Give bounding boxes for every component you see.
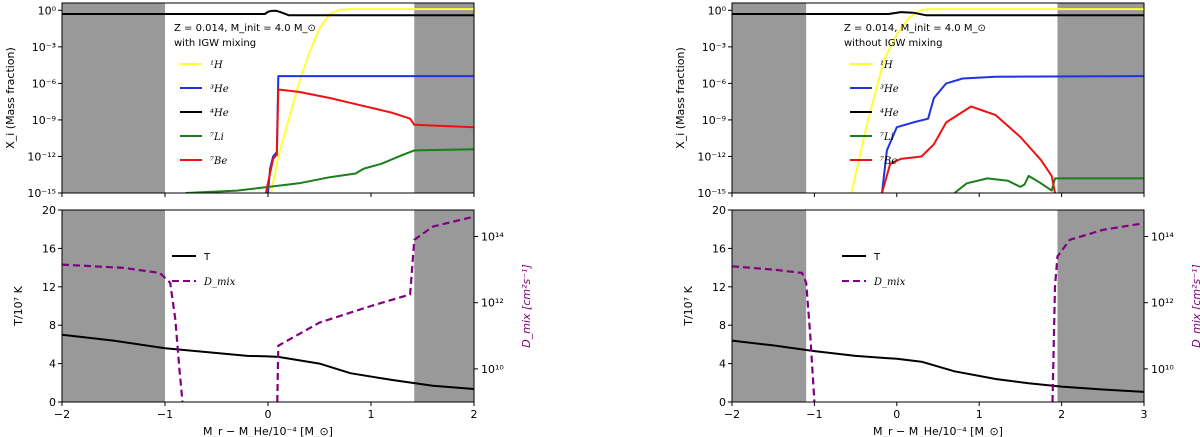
panel-left: −2 −1 0 1 2M_r − M_He/10⁻⁴ [M_⊙]10⁰10⁻³10⁻⁶1… <box>4 2 533 437</box>
y-tick-label-bottom: 0 <box>49 396 56 409</box>
y-axis-label-top: X_i (Mass fraction) <box>4 47 17 149</box>
x-axis-label: M_r − M_He/10⁻⁴ [M_⊙] <box>203 425 333 437</box>
legend-label-Li7: ⁷Li <box>210 132 224 143</box>
y-axis-label-right: D_mix [cm²s⁻¹] <box>520 264 533 347</box>
legend-label-He3: ³He <box>880 84 899 95</box>
y-tick-label-bottom: 4 <box>49 358 56 371</box>
x-tick-label: 2 <box>471 408 478 421</box>
x-axis-label: M_r − M_He/10⁻⁴ [M_⊙] <box>873 425 1003 437</box>
legend-label-H1: ¹H <box>880 60 893 71</box>
y-tick-label-top: 10⁻¹⁵ <box>697 187 726 200</box>
series-line-H1 <box>850 8 1144 193</box>
x-tick-label: −2 <box>54 408 70 421</box>
x-tick-label: −1 <box>806 408 822 421</box>
series-line-Be7 <box>881 105 1056 193</box>
x-tick-label: 3 <box>1141 408 1148 421</box>
legend-label-T: T <box>203 252 211 263</box>
y-tick-label-right: 10¹² <box>481 297 504 310</box>
legend-label-Dmix: D_mix <box>873 277 906 288</box>
shaded-region-top <box>1057 3 1144 193</box>
annotation-mixing: with IGW mixing <box>174 38 256 49</box>
y-tick-label-bottom: 0 <box>719 396 726 409</box>
legend-label-Dmix: D_mix <box>203 277 236 288</box>
x-tick-label: −1 <box>157 408 173 421</box>
y-tick-label-right: 10¹⁴ <box>1151 230 1174 243</box>
series-line-H1 <box>270 8 474 193</box>
legend-label-T: T <box>873 252 881 263</box>
y-tick-label-top: 10⁻⁹ <box>32 114 56 127</box>
y-axis-label-bottom: T/10⁷ K <box>12 285 25 326</box>
shaded-region-top <box>732 3 807 193</box>
y-tick-label-bottom: 20 <box>712 204 726 217</box>
legend-label-He4: ⁴He <box>210 108 229 119</box>
shaded-region-bottom <box>732 210 807 402</box>
x-tick-label: −2 <box>724 408 740 421</box>
series-line-Be7 <box>264 88 474 193</box>
y-tick-label-top: 10⁻¹⁵ <box>27 187 56 200</box>
y-tick-label-top: 10⁰ <box>708 4 727 17</box>
y-tick-label-top: 10⁻¹² <box>27 150 56 163</box>
y-tick-label-bottom: 20 <box>42 204 56 217</box>
y-axis-label-bottom: T/10⁷ K <box>682 285 695 326</box>
y-tick-label-top: 10⁰ <box>38 4 57 17</box>
annotation-mixing: without IGW mixing <box>844 38 942 49</box>
y-tick-label-top: 10⁻³ <box>32 41 56 54</box>
y-axis-label-top: X_i (Mass fraction) <box>674 47 687 149</box>
series-line-He3 <box>881 75 1144 193</box>
shaded-region-bottom <box>414 210 474 402</box>
y-tick-label-right: 10¹⁰ <box>1151 363 1174 376</box>
y-tick-label-right: 10¹⁴ <box>481 230 504 243</box>
shaded-region-bottom <box>62 210 165 402</box>
y-tick-label-bottom: 12 <box>712 281 726 294</box>
annotation-params: Z = 0.014, M_init = 4.0 M_⊙ <box>174 23 316 34</box>
y-tick-label-top: 10⁻¹² <box>697 150 726 163</box>
axes-frame-top <box>731 2 1145 194</box>
series-line-He4 <box>732 11 1144 17</box>
legend-label-H1: ¹H <box>210 60 223 71</box>
x-tick-label: 0 <box>893 408 900 421</box>
y-tick-label-right: 10¹² <box>1151 297 1174 310</box>
y-tick-label-bottom: 16 <box>42 242 56 255</box>
legend-label-He3: ³He <box>210 84 229 95</box>
legend-label-Be7: ⁷Be <box>880 156 897 167</box>
x-tick-label: 1 <box>976 408 983 421</box>
y-tick-label-top: 10⁻⁶ <box>702 77 727 90</box>
y-tick-label-right: 10¹⁰ <box>481 363 504 376</box>
y-tick-label-bottom: 16 <box>712 242 726 255</box>
legend-label-He4: ⁴He <box>880 108 899 119</box>
legend-label-Be7: ⁷Be <box>210 156 227 167</box>
y-tick-label-top: 10⁻⁶ <box>32 77 57 90</box>
series-line-T <box>732 339 1144 393</box>
series-line-T <box>62 333 474 390</box>
panel-right: −2 −1 0 1 2 3M_r − M_He/10⁻⁴ [M_⊙]10⁰10⁻³10⁻⁶… <box>674 2 1200 437</box>
y-tick-label-top: 10⁻³ <box>702 41 726 54</box>
y-tick-label-bottom: 12 <box>42 281 56 294</box>
shaded-region-top <box>62 3 165 193</box>
x-tick-label: 1 <box>368 408 375 421</box>
x-tick-label: 2 <box>1058 408 1065 421</box>
series-line-Dmix <box>62 215 474 402</box>
legend-label-Li7: ⁷Li <box>880 132 894 143</box>
annotation-params: Z = 0.014, M_init = 4.0 M_⊙ <box>844 23 986 34</box>
shaded-region-top <box>414 3 474 193</box>
y-tick-label-bottom: 8 <box>719 319 726 332</box>
y-tick-label-bottom: 8 <box>49 319 56 332</box>
y-tick-label-bottom: 4 <box>719 358 726 371</box>
series-line-Dmix <box>732 222 1144 402</box>
shaded-region-bottom <box>1057 210 1144 402</box>
series-line-Li7 <box>953 174 1144 193</box>
x-tick-label: 0 <box>265 408 272 421</box>
y-tick-label-top: 10⁻⁹ <box>702 114 726 127</box>
y-axis-label-right: D_mix [cm²s⁻¹] <box>1190 264 1200 347</box>
axes-frame-bottom <box>731 209 1145 403</box>
series-line-He4 <box>62 9 474 17</box>
